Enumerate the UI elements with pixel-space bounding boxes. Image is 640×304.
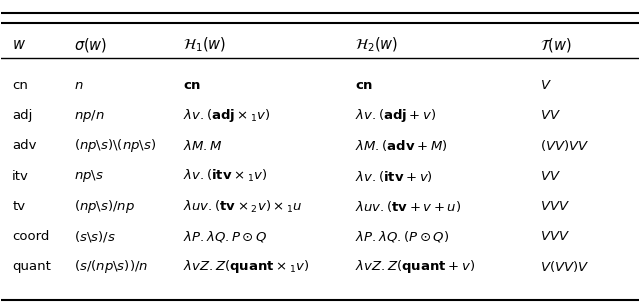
Text: $\mathbf{cn}$: $\mathbf{cn}$ bbox=[182, 79, 201, 92]
Text: $\lambda vZ.Z(\mathbf{quant}\times_1 v)$: $\lambda vZ.Z(\mathbf{quant}\times_1 v)$ bbox=[182, 258, 309, 275]
Text: $np/n$: $np/n$ bbox=[74, 108, 105, 124]
Text: coord: coord bbox=[12, 230, 49, 243]
Text: $(s{\backslash}s)/s$: $(s{\backslash}s)/s$ bbox=[74, 229, 116, 244]
Text: $V(VV)V$: $V(VV)V$ bbox=[540, 260, 589, 275]
Text: $(s/(np{\backslash}s))/n$: $(s/(np{\backslash}s))/n$ bbox=[74, 258, 148, 275]
Text: quant: quant bbox=[12, 261, 51, 274]
Text: itv: itv bbox=[12, 170, 29, 183]
Text: $VV$: $VV$ bbox=[540, 109, 561, 122]
Text: $\lambda v.(\mathbf{itv}\times_1 v)$: $\lambda v.(\mathbf{itv}\times_1 v)$ bbox=[182, 168, 267, 184]
Text: $VVV$: $VVV$ bbox=[540, 200, 570, 213]
Text: adj: adj bbox=[12, 109, 33, 122]
Text: $VV$: $VV$ bbox=[540, 170, 561, 183]
Text: $VVV$: $VVV$ bbox=[540, 230, 570, 243]
Text: $\lambda M.(\mathbf{adv}+M)$: $\lambda M.(\mathbf{adv}+M)$ bbox=[355, 138, 448, 154]
Text: $\lambda v.(\mathbf{adj}+v)$: $\lambda v.(\mathbf{adj}+v)$ bbox=[355, 107, 436, 124]
Text: $\lambda vZ.Z(\mathbf{quant}+v)$: $\lambda vZ.Z(\mathbf{quant}+v)$ bbox=[355, 258, 476, 275]
Text: adv: adv bbox=[12, 140, 36, 152]
Text: cn: cn bbox=[12, 79, 28, 92]
Text: $\lambda v.(\mathbf{itv}+v)$: $\lambda v.(\mathbf{itv}+v)$ bbox=[355, 169, 433, 184]
Text: $\mathbf{cn}$: $\mathbf{cn}$ bbox=[355, 79, 373, 92]
Text: $n$: $n$ bbox=[74, 79, 84, 92]
Text: $(np{\backslash}s)/np$: $(np{\backslash}s)/np$ bbox=[74, 198, 135, 215]
Text: $\lambda uv.(\mathbf{tv}+v+u)$: $\lambda uv.(\mathbf{tv}+v+u)$ bbox=[355, 199, 461, 214]
Text: $V$: $V$ bbox=[540, 79, 552, 92]
Text: $\mathcal{H}_2(w)$: $\mathcal{H}_2(w)$ bbox=[355, 35, 399, 54]
Text: $\mathcal{H}_1(w)$: $\mathcal{H}_1(w)$ bbox=[182, 35, 226, 54]
Text: $\mathcal{T}(w)$: $\mathcal{T}(w)$ bbox=[540, 36, 572, 54]
Text: $\lambda uv.(\mathbf{tv}\times_2 v)\times_1 u$: $\lambda uv.(\mathbf{tv}\times_2 v)\time… bbox=[182, 199, 302, 215]
Text: $\lambda P.\lambda Q.P\odot Q$: $\lambda P.\lambda Q.P\odot Q$ bbox=[182, 229, 267, 244]
Text: $np{\backslash}s$: $np{\backslash}s$ bbox=[74, 168, 104, 184]
Text: $(VV)VV$: $(VV)VV$ bbox=[540, 138, 589, 154]
Text: $\sigma(w)$: $\sigma(w)$ bbox=[74, 36, 108, 54]
Text: $\lambda M.M$: $\lambda M.M$ bbox=[182, 139, 223, 153]
Text: tv: tv bbox=[12, 200, 26, 213]
Text: $\lambda P.\lambda Q.(P\odot Q)$: $\lambda P.\lambda Q.(P\odot Q)$ bbox=[355, 229, 449, 244]
Text: $(np{\backslash}s){\backslash}(np{\backslash}s)$: $(np{\backslash}s){\backslash}(np{\backs… bbox=[74, 137, 156, 154]
Text: $\lambda v.(\mathbf{adj}\times_1 v)$: $\lambda v.(\mathbf{adj}\times_1 v)$ bbox=[182, 107, 270, 124]
Text: $w$: $w$ bbox=[12, 37, 26, 52]
